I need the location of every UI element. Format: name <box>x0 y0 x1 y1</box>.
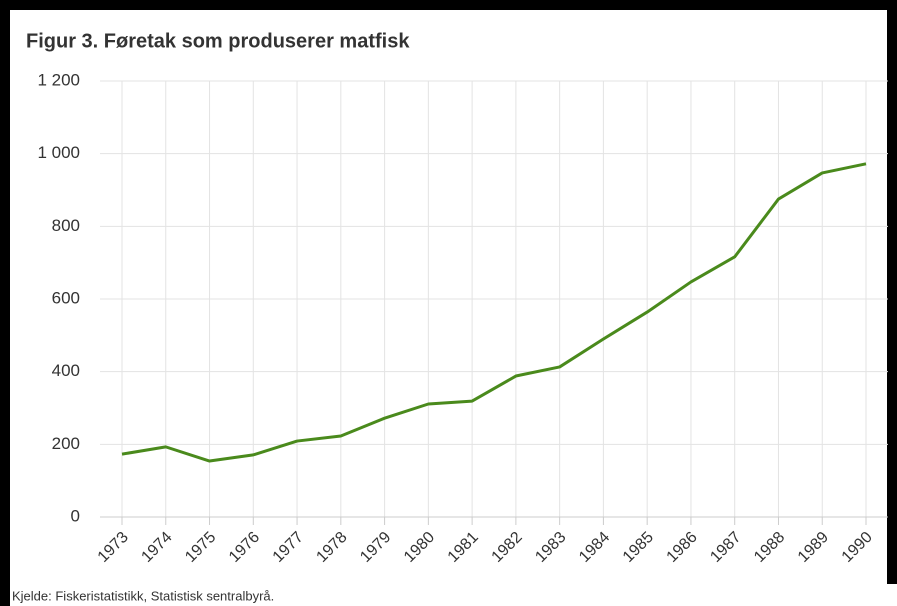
y-tick-label: 600 <box>52 288 80 307</box>
x-tick-label: 1985 <box>620 529 657 566</box>
y-tick-label: 400 <box>52 361 80 380</box>
y-tick-label: 200 <box>52 434 80 453</box>
x-tick-label: 1989 <box>795 529 832 566</box>
y-tick-label: 1 000 <box>37 143 80 162</box>
frame-left <box>0 0 10 606</box>
x-tick-label: 1984 <box>576 529 613 566</box>
y-tick-label: 800 <box>52 216 80 235</box>
x-tick-label: 1981 <box>445 529 482 566</box>
chart-title: Figur 3. Føretak som produserer matfisk <box>26 30 410 52</box>
x-tick-label: 1973 <box>95 529 132 566</box>
source: Kjelde: Fiskeristatistikk, Statistisk se… <box>12 588 274 603</box>
x-tick-label: 1990 <box>839 529 876 566</box>
y-tick-label: 1 200 <box>37 70 80 89</box>
x-tick-label: 1978 <box>313 529 350 566</box>
x-tick-label: 1980 <box>401 529 438 566</box>
x-tick-label: 1982 <box>489 529 526 566</box>
x-tick-label: 1975 <box>182 529 219 566</box>
x-tick-label: 1974 <box>138 529 175 566</box>
frame-right <box>887 0 897 584</box>
x-tick-label: 1988 <box>751 529 788 566</box>
y-tick-label: 0 <box>71 506 80 525</box>
frame-top <box>0 0 897 10</box>
x-tick-label: 1979 <box>357 529 394 566</box>
x-tick-label: 1976 <box>226 529 263 566</box>
x-tick-label: 1977 <box>270 529 307 566</box>
x-tick-label: 1983 <box>532 529 569 566</box>
x-tick-label: 1987 <box>707 529 744 566</box>
line <box>121 162 867 463</box>
x-tick-label: 1986 <box>664 529 701 566</box>
